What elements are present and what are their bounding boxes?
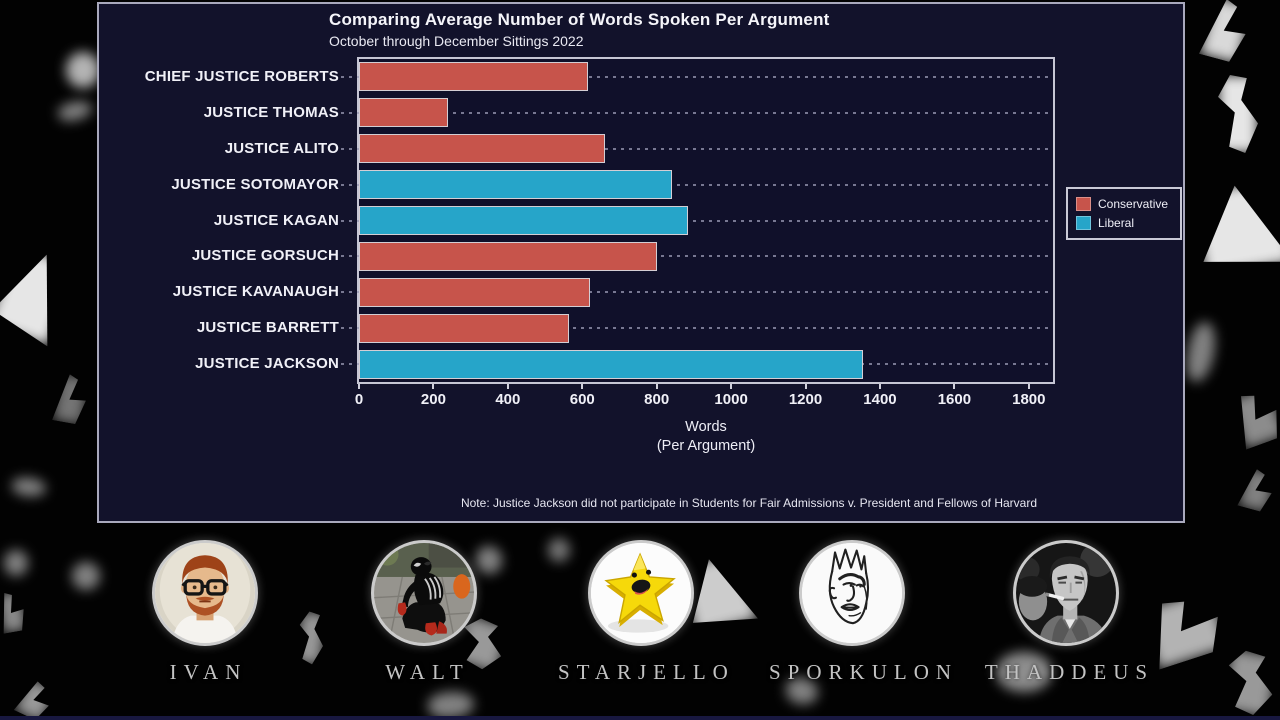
x-tick-mark (953, 384, 956, 389)
player-tile-walt: WALT (334, 540, 514, 685)
x-tick-label: 400 (495, 391, 521, 408)
player-name: WALT (385, 660, 470, 684)
y-axis-label: JUSTICE JACKSON (195, 355, 339, 373)
bar-liberal (359, 206, 689, 235)
x-tick-label: 0 (354, 391, 364, 408)
background-glyph (56, 97, 94, 125)
x-tick-label: 1600 (937, 391, 972, 408)
x-tick-label: 1200 (788, 391, 823, 408)
background-glyph (1228, 386, 1280, 449)
background-glyph (548, 538, 570, 562)
avatar-walt (371, 540, 477, 646)
x-tick-label: 1000 (714, 391, 748, 408)
x-tick-label: 600 (569, 391, 595, 408)
y-axis-label: JUSTICE BARRETT (196, 319, 339, 337)
y-axis-label: JUSTICE SOTOMAYOR (171, 175, 339, 193)
background-glyph (0, 244, 77, 347)
x-tick-mark (878, 384, 881, 389)
player-name: STARJELLO (558, 660, 735, 684)
gridline (341, 327, 1053, 330)
bar-liberal (359, 349, 864, 379)
player-tile-starjello: STARJELLO (551, 540, 731, 685)
chart-subtitle: October through December Sittings 2022 (329, 33, 584, 49)
background-glyph (996, 652, 1052, 692)
x-tick-label: 200 (420, 391, 446, 408)
legend-label: Conservative (1098, 197, 1169, 211)
x-tick-label: 1800 (1012, 391, 1046, 408)
gridline (341, 147, 1053, 150)
legend-swatch (1076, 197, 1091, 211)
bar-conservative (359, 134, 605, 164)
bar-conservative (359, 62, 588, 92)
gridline (341, 255, 1053, 258)
background-glyph (1191, 178, 1280, 277)
avatar-ivan-image (155, 543, 255, 643)
bar-liberal (359, 170, 672, 200)
avatar-thaddeus-image (1016, 543, 1116, 643)
x-axis-label-line2: (Per Argument) (656, 438, 756, 454)
plot-area (341, 57, 1055, 384)
player-tile-sporkulon: SPORKULON (762, 540, 959, 685)
bar-conservative (359, 98, 449, 128)
player-name: THADDEUS (984, 660, 1155, 684)
gridline (341, 183, 1053, 186)
players-row: IVAN (0, 540, 1280, 710)
legend-swatch (1076, 216, 1091, 230)
bottom-edge-strip (0, 716, 1280, 720)
chart-title: Comparing Average Number of Words Spoken… (329, 10, 830, 29)
x-axis-label: Words (Per Argument) (556, 418, 856, 456)
background-glyph (11, 476, 47, 498)
legend: Conservative Liberal (1066, 187, 1182, 240)
chart-note: Note: Justice Jackson did not participat… (460, 496, 1038, 510)
player-name: SPORKULON (769, 660, 959, 684)
y-axis-label: JUSTICE KAGAN (213, 211, 339, 229)
avatar-ivan (152, 540, 258, 646)
x-tick-mark (804, 384, 807, 389)
avatar-walt-image (374, 543, 474, 643)
legend-label: Liberal (1098, 216, 1135, 230)
bar-conservative (359, 241, 657, 271)
y-axis-label: JUSTICE THOMAS (203, 103, 339, 121)
player-name: IVAN (169, 660, 248, 684)
background-glyph (1218, 75, 1258, 153)
x-tick-mark (358, 384, 360, 389)
background-glyph (4, 550, 28, 576)
legend-item: Conservative (1076, 197, 1172, 211)
gridline (341, 219, 1053, 222)
background-glyph (66, 52, 100, 88)
x-tick-mark (506, 384, 509, 389)
gridline (341, 291, 1053, 294)
y-axis-label: JUSTICE GORSUCH (191, 247, 339, 265)
player-tile-thaddeus: THADDEUS (976, 540, 1156, 685)
x-tick-label: 800 (644, 391, 670, 408)
x-tick-mark (581, 384, 584, 389)
legend-item: Liberal (1076, 216, 1172, 230)
bar-conservative (359, 313, 570, 343)
chart-panel: Comparing Average Number of Words Spoken… (97, 2, 1185, 523)
background-glyph (72, 562, 100, 590)
x-tick-mark (1027, 384, 1030, 389)
player-tile-ivan: IVAN (115, 540, 295, 685)
y-axis-label: JUSTICE ALITO (224, 139, 339, 157)
background-glyph (1199, 0, 1253, 64)
x-axis-label-line1: Words (685, 419, 727, 435)
background-glyph (1237, 467, 1276, 513)
gridline (341, 111, 1053, 114)
avatar-sporkulon-image (802, 543, 902, 643)
x-tick-mark (730, 384, 733, 389)
avatar-starjello-image (591, 543, 691, 643)
y-axis-label: CHIEF JUSTICE ROBERTS (144, 67, 339, 85)
bar-conservative (359, 277, 590, 307)
x-tick-label: 1400 (863, 391, 897, 408)
avatar-sporkulon (799, 540, 905, 646)
background-glyph (1182, 319, 1220, 385)
background-glyph (52, 373, 90, 425)
avatar-thaddeus (1013, 540, 1119, 646)
gridline (341, 75, 1053, 78)
x-tick-mark (432, 384, 435, 389)
x-tick-mark (655, 384, 658, 389)
avatar-starjello (588, 540, 694, 646)
y-axis-label: JUSTICE KAVANAUGH (172, 283, 339, 301)
